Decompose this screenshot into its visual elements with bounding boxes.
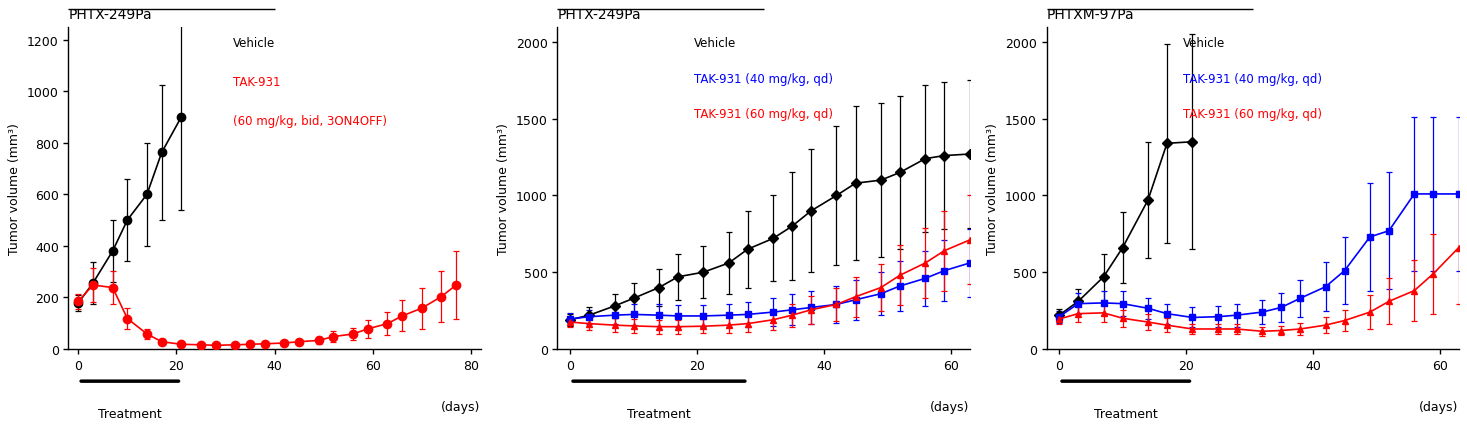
Text: TAK-931 (40 mg/kg, qd): TAK-931 (40 mg/kg, qd) (694, 73, 832, 86)
Text: Vehicle: Vehicle (233, 37, 276, 50)
Text: PHTX-249Pa: PHTX-249Pa (557, 8, 641, 22)
Text: (days): (days) (1419, 401, 1458, 414)
Y-axis label: Tumor volume (mm³): Tumor volume (mm³) (497, 123, 511, 254)
Text: Treatment: Treatment (1094, 407, 1157, 420)
Text: Vehicle: Vehicle (694, 37, 736, 50)
Y-axis label: Tumor volume (mm³): Tumor volume (mm³) (9, 123, 22, 254)
Text: Treatment: Treatment (98, 407, 161, 420)
Text: TAK-931 (40 mg/kg, qd): TAK-931 (40 mg/kg, qd) (1182, 73, 1322, 86)
Text: Vehicle: Vehicle (1182, 37, 1225, 50)
Text: TAK-931: TAK-931 (233, 76, 280, 89)
Text: Treatment: Treatment (626, 407, 691, 420)
Y-axis label: Tumor volume (mm³): Tumor volume (mm³) (986, 123, 999, 254)
Text: PHTX-249Pa: PHTX-249Pa (69, 8, 153, 22)
Text: PHTXM-97Pa: PHTXM-97Pa (1046, 8, 1134, 22)
Text: (days): (days) (930, 401, 970, 414)
Text: (60 mg/kg, bid, 3ON4OFF): (60 mg/kg, bid, 3ON4OFF) (233, 114, 387, 127)
Text: TAK-931 (60 mg/kg, qd): TAK-931 (60 mg/kg, qd) (1182, 108, 1322, 121)
Text: TAK-931 (60 mg/kg, qd): TAK-931 (60 mg/kg, qd) (694, 108, 832, 121)
Text: (days): (days) (442, 401, 481, 414)
